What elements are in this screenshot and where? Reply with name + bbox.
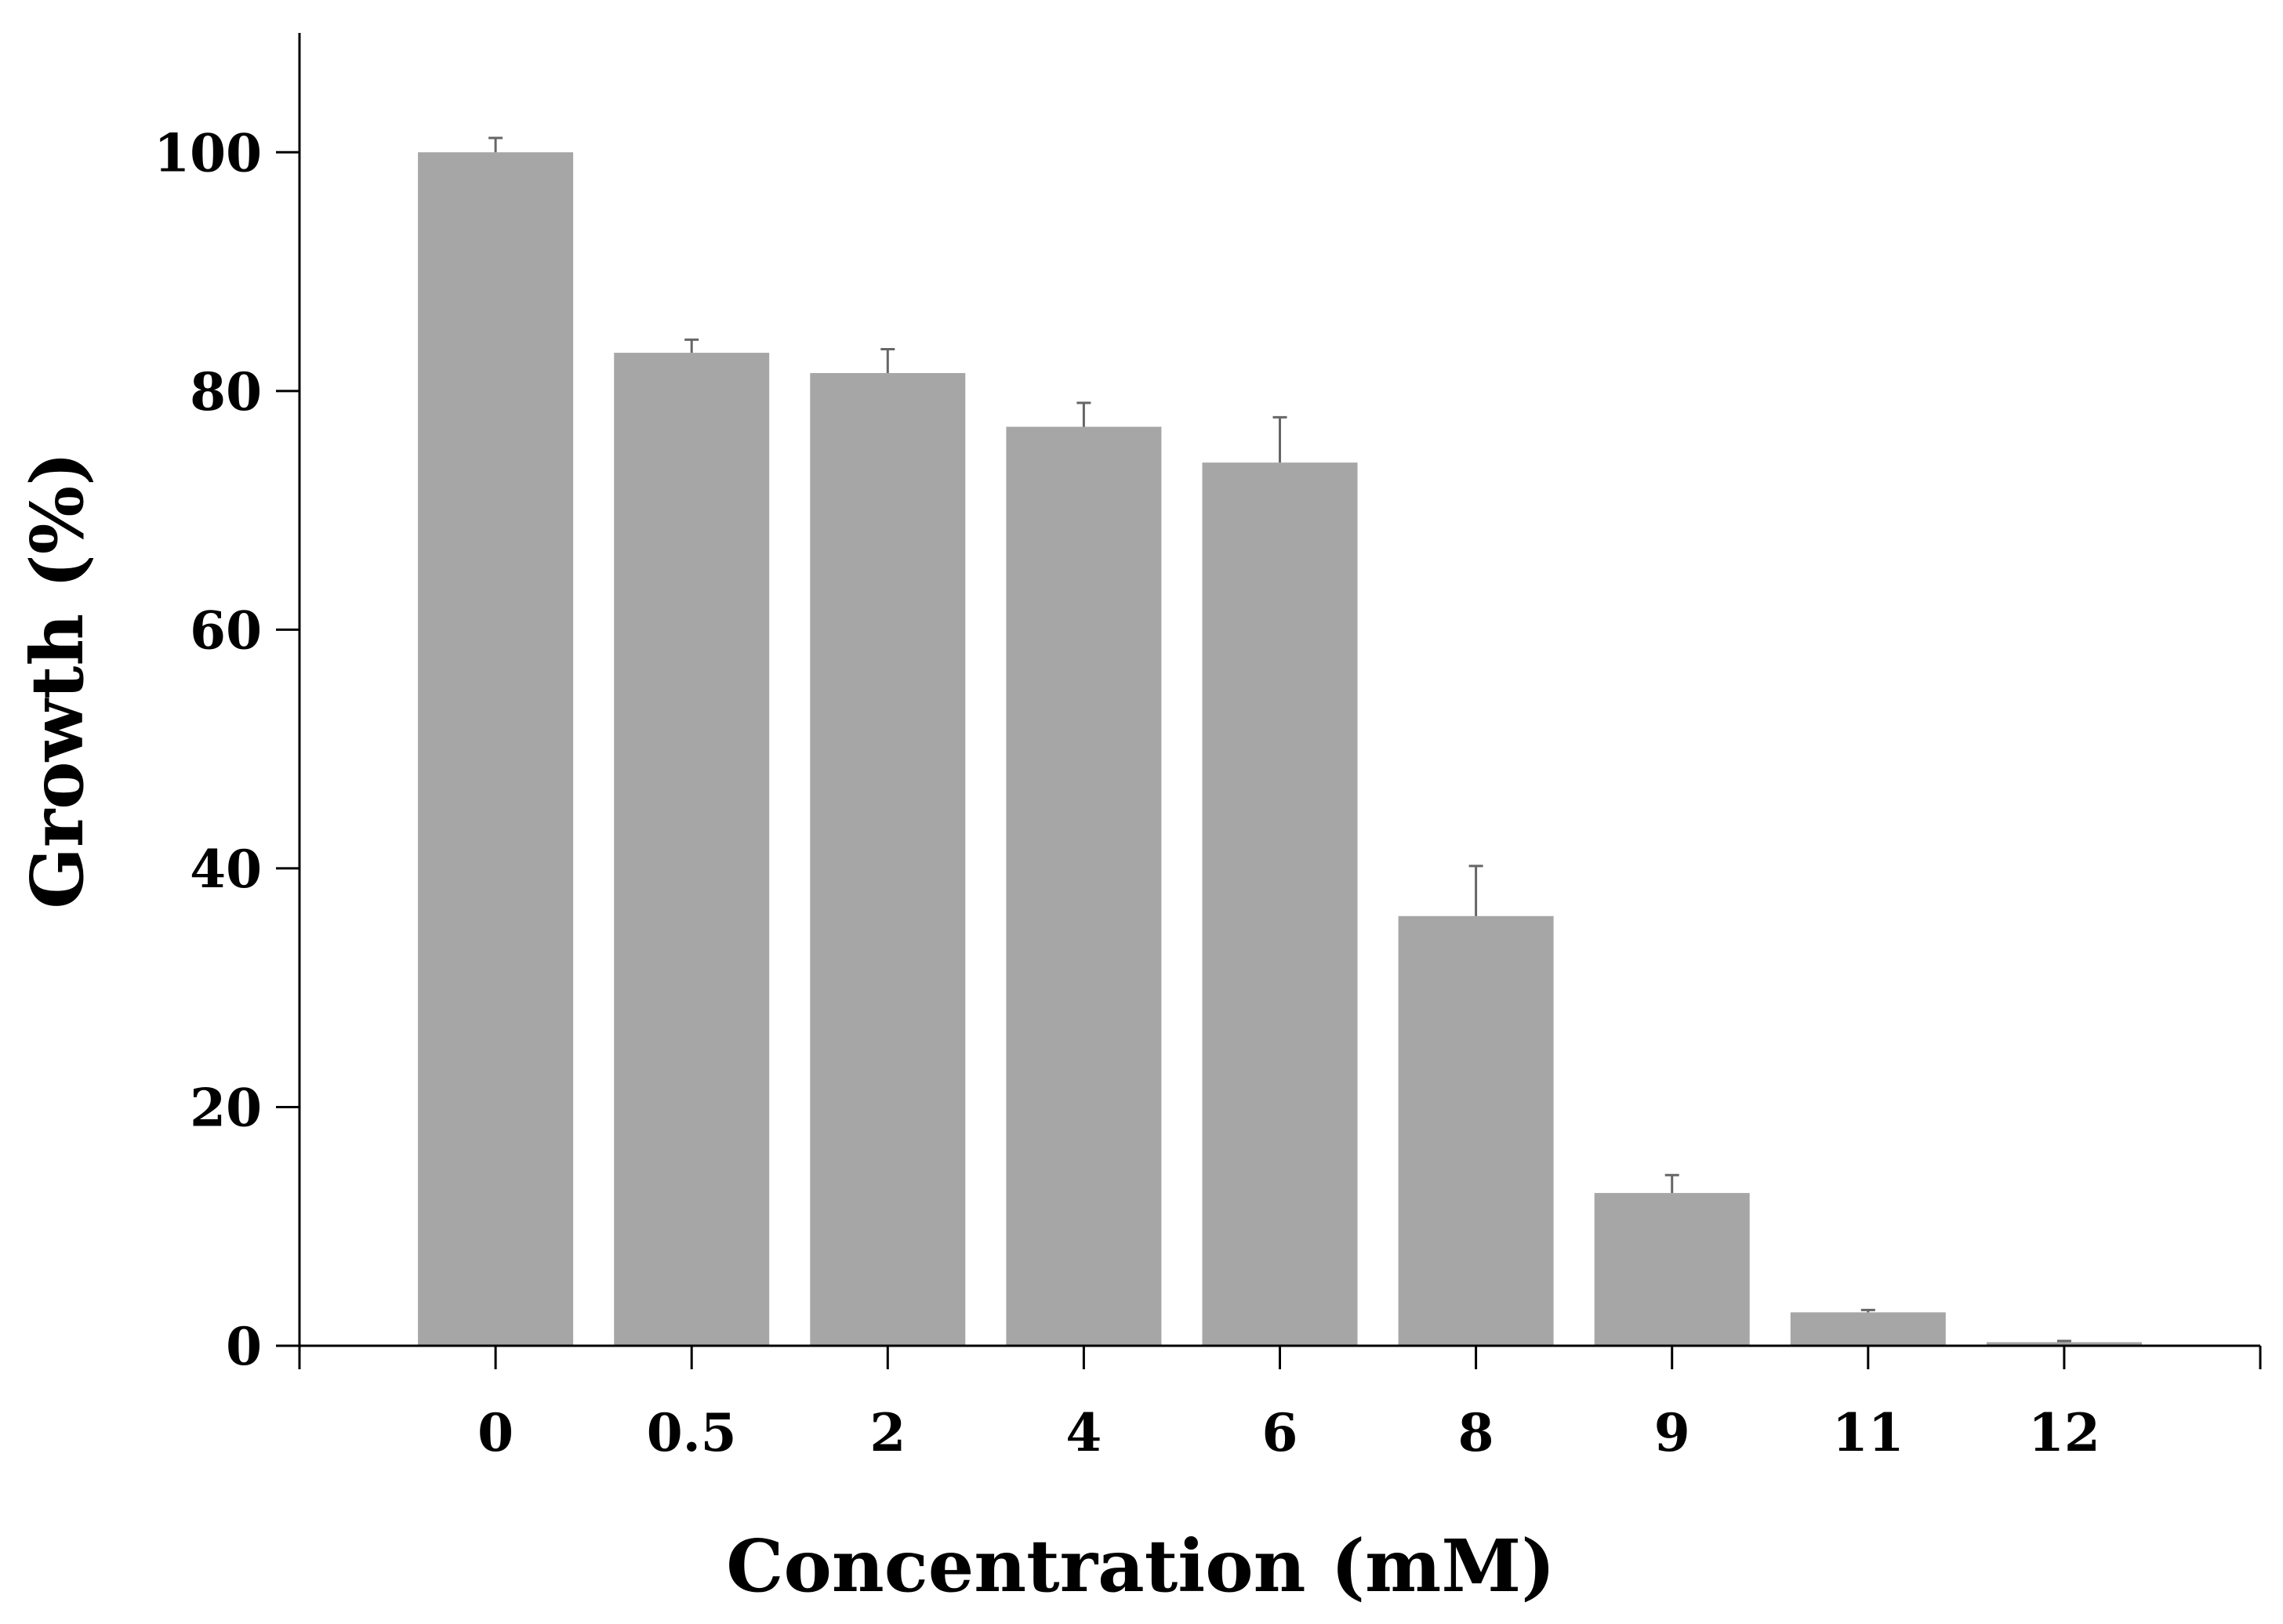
error-bars xyxy=(488,136,2071,1343)
y-tick-label: 80 xyxy=(190,361,262,422)
x-tick-label: 8 xyxy=(1458,1402,1494,1463)
x-tick-label: 12 xyxy=(2028,1402,2100,1463)
y-axis-title: Growth (%) xyxy=(15,451,100,909)
y-tick-label: 40 xyxy=(190,839,262,900)
bar-4 xyxy=(1006,426,1162,1346)
y-tick-label: 60 xyxy=(190,600,262,661)
bar-11 xyxy=(1790,1312,1946,1346)
bar-12 xyxy=(1986,1342,2142,1346)
bar-2 xyxy=(810,372,966,1346)
x-tick-label: 6 xyxy=(1262,1402,1298,1463)
x-tick-label: 0.5 xyxy=(647,1402,737,1463)
x-tick-label: 11 xyxy=(1832,1402,1904,1463)
bar-0.5 xyxy=(614,353,770,1346)
x-tick-label: 2 xyxy=(869,1402,906,1463)
y-tick-label: 20 xyxy=(190,1077,262,1138)
x-tick-label: 4 xyxy=(1065,1402,1102,1463)
y-ticks: 0 20 40 60 80 100 xyxy=(154,122,299,1377)
x-tick-label: 9 xyxy=(1654,1402,1690,1463)
bar-0 xyxy=(418,152,574,1347)
x-tick-label: 0 xyxy=(477,1402,514,1463)
x-ticks: 0 0.5 2 4 6 8 9 11 12 xyxy=(298,1346,2262,1463)
y-tick-label: 0 xyxy=(226,1316,262,1377)
bar-6 xyxy=(1202,462,1358,1346)
bars xyxy=(418,152,2142,1347)
bar-9 xyxy=(1594,1193,1750,1346)
y-tick-label: 100 xyxy=(154,122,262,183)
axes xyxy=(276,33,2260,1347)
x-axis-title: Concentration (mM) xyxy=(726,1524,1555,1608)
bar-8 xyxy=(1398,915,1554,1346)
